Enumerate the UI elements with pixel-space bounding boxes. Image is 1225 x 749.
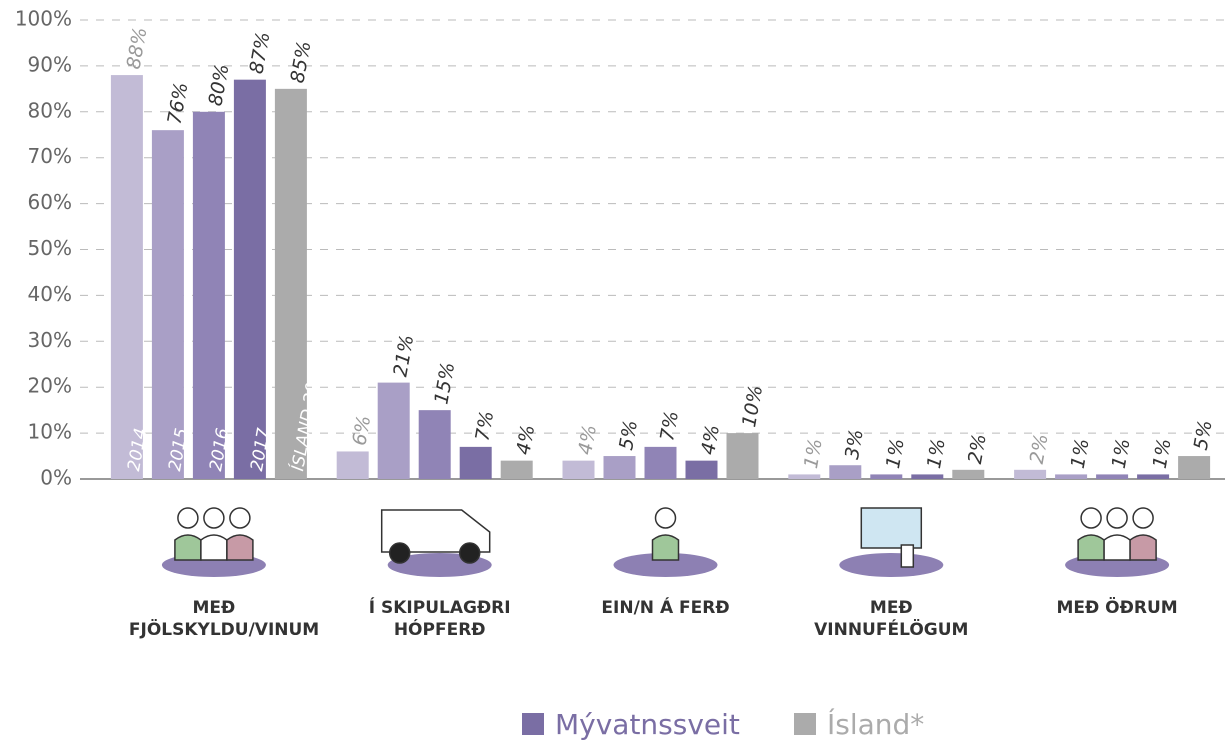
bar bbox=[1014, 469, 1047, 479]
body bbox=[1077, 534, 1105, 561]
value-label: 1% bbox=[1067, 437, 1094, 471]
bar bbox=[459, 446, 492, 479]
bar bbox=[418, 410, 451, 479]
head bbox=[1080, 507, 1102, 529]
body bbox=[1129, 534, 1157, 561]
wheel bbox=[388, 542, 411, 564]
x-tick-label: MEÐ FJÖLSKYLDU/VINUM bbox=[128, 598, 320, 640]
legend-swatch bbox=[522, 713, 544, 735]
van bbox=[380, 509, 491, 553]
value-label: 4% bbox=[574, 423, 601, 457]
y-tick-label: 20% bbox=[28, 374, 72, 398]
value-label: 1% bbox=[1149, 437, 1176, 471]
bar bbox=[911, 474, 944, 479]
y-tick-label: 90% bbox=[28, 52, 72, 76]
bar bbox=[1178, 456, 1211, 479]
value-label: 10% bbox=[738, 384, 767, 429]
bar bbox=[377, 382, 410, 479]
head bbox=[654, 507, 677, 529]
bar bbox=[829, 465, 862, 479]
bar bbox=[274, 88, 307, 479]
value-label: 5% bbox=[1190, 418, 1217, 452]
bar bbox=[603, 456, 636, 479]
y-tick-label: 50% bbox=[28, 236, 72, 260]
head bbox=[229, 507, 251, 529]
icon bbox=[651, 507, 680, 561]
x-tick-label: EIN/N Á FERÐ bbox=[601, 598, 730, 618]
laptop bbox=[860, 507, 923, 549]
y-tick-label: 60% bbox=[28, 190, 72, 214]
bar bbox=[1096, 474, 1129, 479]
value-label: 7% bbox=[471, 409, 498, 443]
value-label: 15% bbox=[430, 361, 459, 406]
icon bbox=[1077, 507, 1157, 561]
icon-base bbox=[839, 553, 944, 577]
y-tick-label: 70% bbox=[28, 144, 72, 168]
value-label: 88% bbox=[123, 25, 152, 70]
bar bbox=[788, 474, 821, 479]
bar bbox=[110, 75, 143, 479]
body bbox=[200, 534, 228, 561]
bar bbox=[952, 469, 985, 479]
value-label: 80% bbox=[205, 62, 234, 107]
bar bbox=[870, 474, 903, 479]
y-tick-label: 100% bbox=[15, 7, 72, 31]
bar bbox=[562, 460, 595, 479]
y-tick-label: 0% bbox=[40, 466, 72, 490]
bar bbox=[1055, 474, 1088, 479]
value-label: 5% bbox=[615, 418, 642, 452]
legend-label: Mývatnssveit bbox=[555, 708, 740, 741]
value-label: 21% bbox=[389, 333, 418, 378]
value-label: 6% bbox=[348, 414, 375, 448]
legend-swatch bbox=[794, 713, 816, 735]
icon bbox=[380, 509, 491, 564]
bar bbox=[726, 433, 759, 479]
x-tick-label: MEÐ ÖÐRUM bbox=[1056, 598, 1178, 618]
phone bbox=[900, 544, 915, 568]
bar bbox=[500, 460, 533, 479]
bar bbox=[1137, 474, 1170, 479]
body bbox=[174, 534, 202, 561]
head bbox=[203, 507, 225, 529]
icon bbox=[860, 507, 923, 568]
icon-base bbox=[613, 553, 718, 577]
value-label: 4% bbox=[512, 423, 539, 457]
bar bbox=[336, 451, 369, 479]
x-tick-label: MEÐ VINNUFÉLÖGUM bbox=[814, 598, 969, 640]
value-label: 1% bbox=[800, 437, 827, 471]
head bbox=[1132, 507, 1154, 529]
body bbox=[1103, 534, 1131, 561]
y-tick-label: 30% bbox=[28, 328, 72, 352]
y-tick-label: 80% bbox=[28, 98, 72, 122]
bar bbox=[192, 111, 225, 480]
value-label: 3% bbox=[841, 428, 868, 462]
body bbox=[226, 534, 254, 561]
value-label: 1% bbox=[882, 437, 909, 471]
x-tick-label: Í SKIPULAGÐRI HÓPFERÐ bbox=[368, 598, 511, 640]
value-label: 85% bbox=[287, 39, 316, 84]
y-tick-label: 40% bbox=[28, 282, 72, 306]
value-label: 87% bbox=[246, 30, 275, 75]
bar bbox=[151, 130, 184, 479]
head bbox=[1106, 507, 1128, 529]
bar bbox=[644, 446, 677, 479]
value-label: 7% bbox=[656, 409, 683, 443]
legend-label: Ísland* bbox=[827, 707, 924, 741]
bar bbox=[685, 460, 718, 479]
value-label: 4% bbox=[697, 423, 724, 457]
value-label: 76% bbox=[164, 81, 193, 126]
value-label: 1% bbox=[1108, 437, 1135, 471]
head bbox=[177, 507, 199, 529]
value-label: 1% bbox=[923, 437, 950, 471]
bar bbox=[233, 79, 266, 480]
value-label: 2% bbox=[964, 432, 991, 466]
wheel bbox=[458, 542, 481, 564]
body bbox=[651, 534, 680, 561]
y-tick-label: 10% bbox=[28, 420, 72, 444]
icon bbox=[174, 507, 254, 561]
value-label: 2% bbox=[1026, 432, 1053, 466]
